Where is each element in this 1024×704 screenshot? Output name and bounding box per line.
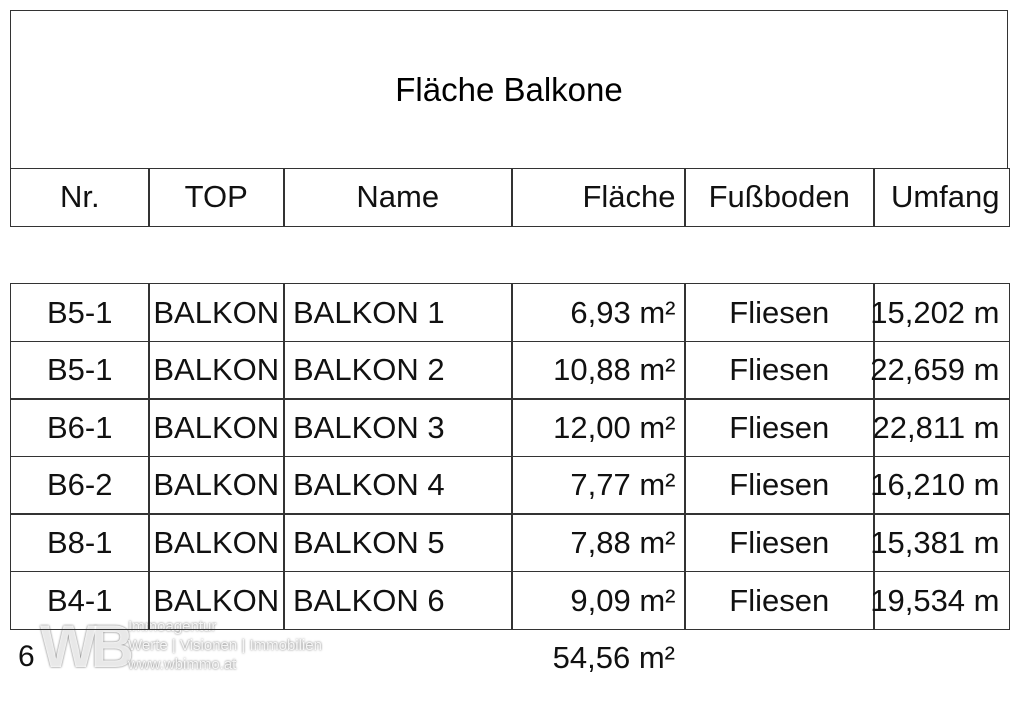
table-cell: BALKON	[148, 340, 285, 400]
table-cell: Fliesen	[684, 513, 875, 573]
table-cell: BALKON 4	[283, 455, 513, 515]
watermark-slogan: Werte | Visionen | Immobilien	[128, 637, 322, 654]
table-cell: 15,381 m	[870, 513, 1010, 573]
table-cell: BALKON	[148, 571, 285, 631]
table-cell: 19,534 m	[870, 571, 1010, 631]
table-cell: 12,00 m²	[511, 398, 686, 458]
table-cell: Fliesen	[684, 571, 875, 631]
table-cell: BALKON 1	[283, 283, 513, 343]
table-cell: BALKON 3	[283, 398, 513, 458]
table-cell: BALKON	[148, 455, 285, 515]
table-cell: BALKON	[148, 513, 285, 573]
table-cell: B6-2	[10, 455, 150, 515]
table-cell: B5-1	[10, 283, 150, 343]
table-cell: 9,09 m²	[511, 571, 686, 631]
table-cell: BALKON 2	[283, 340, 513, 400]
header-cell: Fläche	[511, 168, 686, 227]
header-cell: Fußboden	[684, 168, 875, 227]
table-cell: 22,811 m	[873, 398, 1010, 458]
watermark-url: www.wbimmo.at	[128, 656, 237, 673]
footer-count: 6	[18, 640, 35, 673]
table-cell: Fliesen	[684, 398, 875, 458]
footer-total: 54,56 m²	[552, 640, 675, 675]
table-cell: 22,659 m	[870, 340, 1010, 400]
table-cell: Fliesen	[684, 340, 875, 400]
header-cell: Umfang	[873, 168, 1010, 227]
table-cell: 7,77 m²	[511, 455, 686, 515]
table-cell: 10,88 m²	[511, 340, 686, 400]
table-cell: BALKON 5	[283, 513, 513, 573]
table-cell: BALKON	[148, 398, 285, 458]
header-cell: Name	[283, 168, 513, 227]
header-cell: Nr.	[10, 168, 150, 227]
table-cell: B5-1	[10, 340, 150, 400]
table-cell: B8-1	[10, 513, 150, 573]
table-cell: 15,202 m	[870, 283, 1010, 343]
table-cell: Fliesen	[684, 283, 875, 343]
table-cell: 16,210 m	[870, 455, 1010, 515]
table-cell: Fliesen	[684, 455, 875, 515]
header-cell: TOP	[148, 168, 285, 227]
table-cell: 7,88 m²	[511, 513, 686, 573]
watermark-name: Immoagentur	[128, 618, 217, 635]
table-cell: B6-1	[10, 398, 150, 458]
table-cell: 6,93 m²	[511, 283, 686, 343]
table-cell: B4-1	[10, 571, 150, 631]
watermark-logo: WB	[40, 613, 134, 680]
table-cell: BALKON 6	[283, 571, 513, 631]
table-cell: BALKON	[148, 283, 285, 343]
title: Fläche Balkone	[10, 10, 1008, 169]
